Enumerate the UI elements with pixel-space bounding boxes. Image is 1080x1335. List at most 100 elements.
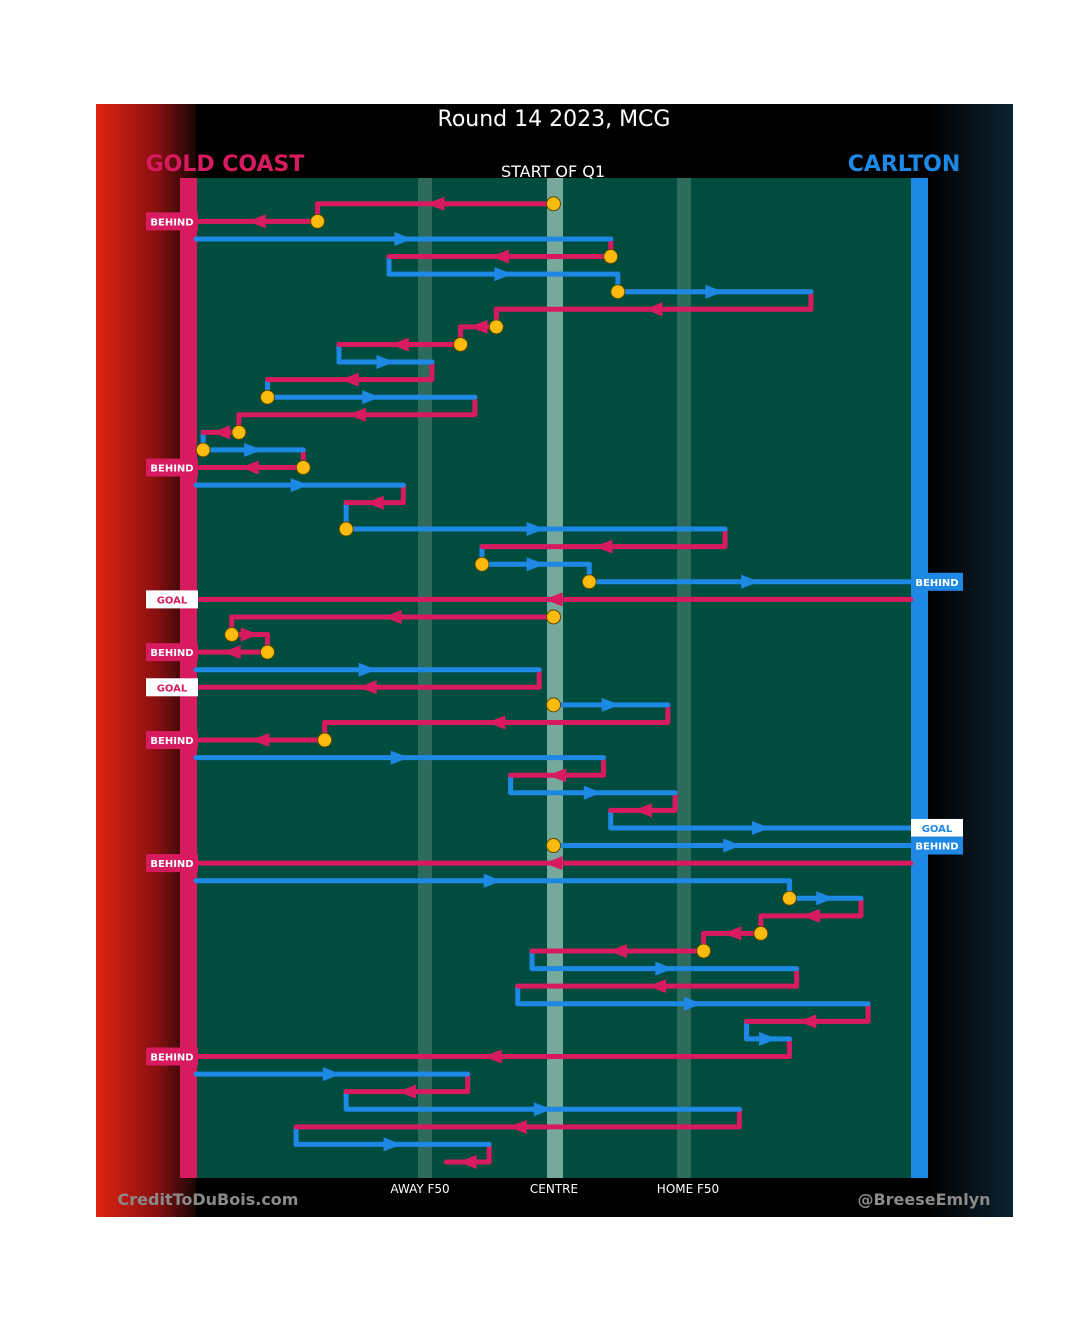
stoppage-marker bbox=[546, 697, 561, 713]
stoppage-marker bbox=[195, 442, 211, 458]
score-label-box bbox=[146, 731, 198, 750]
chain-arrow bbox=[390, 750, 409, 765]
chain-arrow bbox=[358, 662, 377, 677]
stoppage-marker bbox=[581, 574, 597, 590]
score-label-box bbox=[146, 678, 198, 697]
score-label: BEHIND bbox=[150, 464, 193, 475]
stoppage-marker bbox=[224, 627, 240, 643]
chain-arrow bbox=[383, 609, 402, 624]
chain-arrow bbox=[347, 407, 366, 422]
stoppage-marker bbox=[546, 838, 561, 854]
chain-arrow bbox=[247, 214, 266, 229]
chain-arrow bbox=[362, 390, 381, 405]
stoppage-marker bbox=[696, 943, 712, 959]
chain-arrow bbox=[212, 425, 231, 440]
chain-arrow bbox=[798, 1014, 817, 1029]
score-label: GOAL bbox=[157, 683, 188, 694]
stoppage-marker bbox=[295, 460, 311, 476]
stoppage-marker bbox=[753, 925, 769, 941]
gold-coast-goal-line bbox=[180, 178, 197, 1178]
axis-label-centre: CENTRE bbox=[530, 1182, 578, 1196]
chain-arrow bbox=[458, 1155, 477, 1169]
chart-title: Round 14 2023, MCG bbox=[438, 107, 671, 132]
score-label-box bbox=[146, 590, 198, 609]
chain-arrow bbox=[390, 337, 409, 352]
team-right-name: CARLTON bbox=[848, 152, 961, 177]
chain-arrow bbox=[508, 1119, 527, 1134]
chain-arrow bbox=[222, 645, 241, 660]
chain-arrow bbox=[483, 1049, 502, 1064]
chain-arrow bbox=[801, 908, 820, 923]
chain-arrow bbox=[526, 557, 545, 572]
score-label-box bbox=[146, 1047, 198, 1066]
chain-arrow bbox=[494, 267, 513, 282]
score-label-box bbox=[146, 643, 198, 662]
chain-arrow bbox=[594, 539, 613, 554]
chain-arrow bbox=[290, 478, 309, 493]
chain-arrow bbox=[816, 891, 835, 906]
period-label: START OF Q1 bbox=[501, 162, 605, 181]
stoppage-marker bbox=[338, 521, 354, 537]
chain-arrow bbox=[648, 979, 667, 994]
chain-arrow bbox=[723, 926, 742, 941]
score-label: BEHIND bbox=[150, 736, 193, 747]
chain-arrow bbox=[723, 838, 742, 853]
chain-arrow bbox=[483, 873, 502, 888]
stoppage-marker bbox=[260, 389, 275, 405]
chain-arrow bbox=[526, 522, 545, 537]
stoppage-marker bbox=[260, 644, 275, 660]
team-left-name: GOLD COAST bbox=[146, 152, 305, 177]
score-label: GOAL bbox=[922, 824, 953, 835]
score-label: BEHIND bbox=[150, 217, 193, 228]
chain-arrow bbox=[751, 820, 770, 835]
stoppage-marker bbox=[546, 609, 561, 625]
chain-arrow bbox=[244, 442, 263, 457]
score-label: BEHIND bbox=[915, 578, 958, 589]
chain-arrow bbox=[741, 574, 760, 589]
stoppage-marker bbox=[310, 213, 326, 229]
credit-left: CreditToDuBois.com bbox=[118, 1190, 299, 1209]
chain-arrow bbox=[683, 996, 702, 1011]
score-label: BEHIND bbox=[150, 859, 193, 870]
chain-arrow bbox=[705, 284, 724, 299]
chain-arrow bbox=[365, 495, 384, 510]
stoppage-marker bbox=[546, 196, 561, 212]
stoppage-marker bbox=[474, 556, 490, 572]
possession-chains bbox=[193, 196, 914, 1169]
score-label: BEHIND bbox=[915, 842, 958, 853]
chain-arrow bbox=[240, 627, 259, 642]
chain-arrow bbox=[358, 680, 377, 695]
score-label: BEHIND bbox=[150, 1053, 193, 1064]
score-labels: BEHIND BEHIND BEHIND GOAL BEHIND GOAL BEHIND GO… bbox=[146, 212, 963, 1066]
stoppage-marker bbox=[231, 424, 247, 440]
chain-arrow bbox=[397, 1084, 416, 1099]
home-f50-band bbox=[677, 178, 691, 1178]
score-label: GOAL bbox=[157, 595, 188, 606]
stoppage-marker bbox=[603, 249, 619, 265]
chain-arrow bbox=[633, 803, 652, 818]
score-label-box bbox=[911, 572, 963, 591]
chain-arrow bbox=[426, 196, 445, 211]
chain-arrow bbox=[655, 961, 674, 976]
chain-arrow bbox=[469, 319, 488, 334]
stoppage-marker bbox=[610, 284, 626, 300]
stoppage-marker bbox=[488, 319, 504, 335]
chain-arrow bbox=[544, 856, 563, 871]
chain-arrow bbox=[608, 944, 627, 959]
score-label-box bbox=[146, 212, 198, 231]
score-label-box bbox=[146, 458, 198, 477]
credit-right: @BreeseEmlyn bbox=[857, 1190, 990, 1209]
away-f50-band bbox=[418, 178, 432, 1178]
chain-arrow bbox=[251, 733, 270, 748]
chain-arrow bbox=[601, 697, 620, 712]
stoppage-marker bbox=[453, 336, 469, 352]
score-label: BEHIND bbox=[150, 648, 193, 659]
centre-band bbox=[547, 178, 563, 1178]
stoppage-marker bbox=[317, 732, 333, 748]
chain-arrow bbox=[583, 785, 602, 800]
chain-arrow bbox=[544, 592, 563, 607]
chain-arrow bbox=[533, 1102, 552, 1117]
chain-arrow bbox=[383, 1137, 402, 1152]
axis-label-home-f50: HOME F50 bbox=[657, 1182, 719, 1196]
